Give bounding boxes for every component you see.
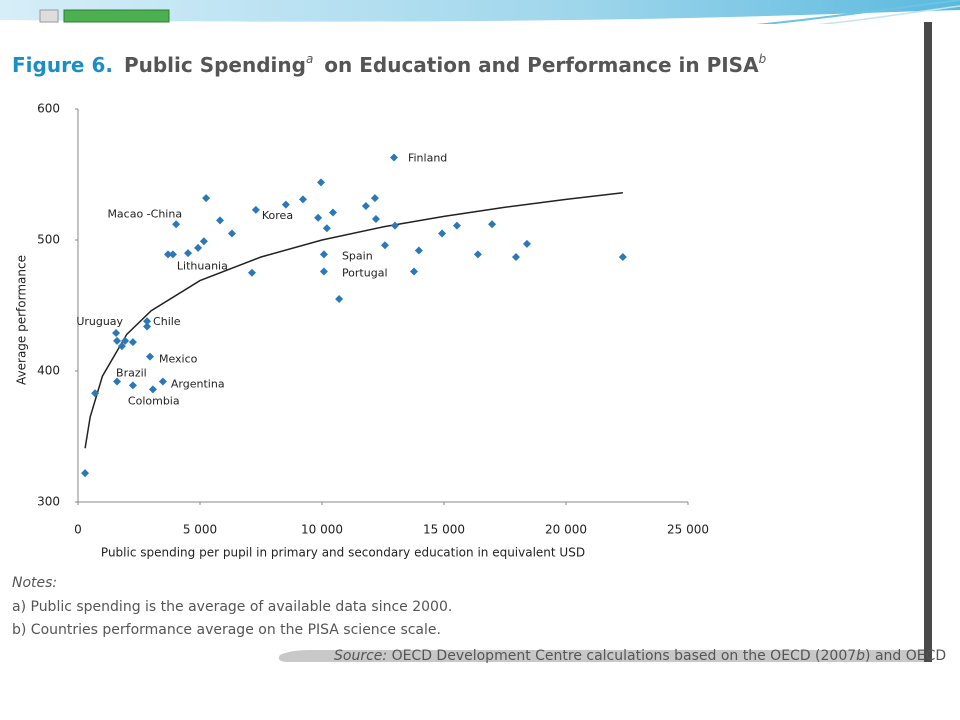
data-point	[335, 294, 344, 303]
data-point	[199, 237, 208, 246]
title-text: Public Spending	[124, 53, 306, 77]
data-point	[281, 200, 290, 209]
data-point	[164, 250, 173, 259]
data-point	[389, 153, 398, 162]
tab	[39, 9, 59, 23]
x-tick-label: 20 000	[545, 523, 587, 537]
data-point	[168, 250, 177, 259]
data-point	[113, 377, 122, 386]
data-point	[184, 249, 193, 258]
data-point	[371, 215, 380, 224]
chart-title: Figure 6. Public Spendinga on Education …	[12, 46, 767, 77]
title-sup: b	[759, 52, 767, 66]
data-point	[128, 381, 137, 390]
data-point	[121, 336, 130, 345]
title-text: on Education and Performance in PISA	[324, 53, 759, 77]
x-tick-label: 15 000	[423, 523, 465, 537]
source-text: OECD Development Centre calculations bas…	[392, 648, 857, 664]
x-tick-label: 5 000	[183, 523, 217, 537]
note: b) Countries performance average on the …	[12, 622, 441, 638]
figure-number: Figure 6.	[12, 53, 113, 77]
data-point	[380, 241, 389, 250]
data-point	[473, 250, 482, 259]
data-point	[322, 224, 331, 233]
point-label: Uruguay	[76, 315, 123, 328]
data-point	[361, 201, 370, 210]
source-italic: b	[856, 648, 865, 664]
x-tick-label: 0	[74, 523, 82, 537]
y-tick-label: 500	[37, 233, 60, 247]
point-label: Macao -China	[107, 207, 182, 220]
point-label: Argentina	[171, 377, 225, 390]
data-point	[370, 194, 379, 203]
y-tick-label: 300	[37, 495, 60, 509]
data-point	[117, 342, 126, 351]
data-point	[409, 267, 418, 276]
data-point	[414, 246, 423, 255]
data-point	[202, 194, 211, 203]
data-point	[251, 205, 260, 214]
source-band	[278, 650, 924, 662]
data-point	[328, 208, 337, 217]
data-point	[511, 253, 520, 262]
data-point	[172, 220, 181, 229]
data-point	[148, 385, 157, 394]
data-point	[158, 377, 167, 386]
x-tick-label: 25 000	[667, 523, 709, 537]
point-label: Mexico	[159, 353, 198, 366]
title-sup: a	[306, 52, 313, 66]
point-label: Spain	[342, 249, 373, 262]
y-tick-label: 600	[37, 102, 60, 116]
data-point	[390, 221, 399, 230]
header-wave	[0, 0, 960, 22]
data-point	[522, 239, 531, 248]
y-axis-title: Average performance	[15, 255, 29, 385]
data-point	[319, 250, 328, 259]
x-tick-label: 10 000	[301, 523, 343, 537]
data-point	[113, 336, 122, 345]
point-label: Korea	[262, 209, 293, 222]
y-tick-label: 400	[37, 364, 60, 378]
data-point	[81, 469, 90, 478]
data-point	[143, 322, 152, 331]
panel-border	[924, 22, 932, 662]
data-point	[314, 213, 323, 222]
data-point	[145, 352, 154, 361]
point-label: Brazil	[116, 366, 147, 379]
data-point	[128, 338, 137, 347]
data-point	[618, 253, 627, 262]
data-point	[216, 216, 225, 225]
data-point	[194, 243, 203, 252]
point-label: Finland	[408, 151, 447, 164]
point-label: Lithuania	[177, 259, 228, 272]
point-label: Portugal	[342, 266, 388, 279]
tab	[63, 9, 170, 23]
data-point	[319, 267, 328, 276]
data-point	[91, 389, 100, 398]
source-text: ) and OECD	[865, 648, 946, 664]
trend-line	[84, 192, 623, 449]
data-point	[317, 178, 326, 187]
data-point	[112, 329, 121, 338]
data-point	[452, 221, 461, 230]
data-point	[488, 220, 497, 229]
figure-panel	[0, 24, 926, 662]
data-point	[247, 268, 256, 277]
x-axis-title: Public spending per pupil in primary and…	[101, 546, 585, 560]
notes-heading: Notes:	[12, 575, 57, 591]
source: Source: OECD Development Centre calculat…	[334, 648, 946, 664]
source-label: Source:	[334, 648, 387, 664]
note: a) Public spending is the average of ava…	[12, 599, 452, 615]
data-point	[438, 229, 447, 238]
point-label: Chile	[153, 315, 181, 328]
data-point	[143, 317, 152, 326]
data-point	[227, 229, 236, 238]
point-label: Colombia	[128, 394, 180, 407]
data-point	[298, 195, 307, 204]
